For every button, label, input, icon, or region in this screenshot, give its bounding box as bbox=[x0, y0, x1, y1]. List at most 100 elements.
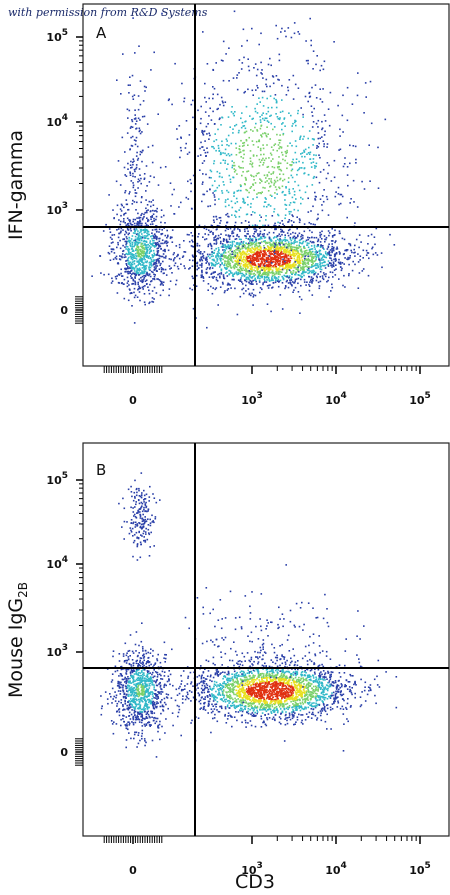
event-dot bbox=[333, 159, 336, 162]
event-dot bbox=[251, 163, 253, 166]
event-dot bbox=[139, 672, 142, 674]
event-dot bbox=[205, 271, 207, 274]
event-dot bbox=[134, 189, 136, 191]
event-dot bbox=[175, 245, 178, 247]
event-dot bbox=[284, 194, 287, 196]
event-dot bbox=[222, 244, 225, 247]
event-dot bbox=[131, 74, 134, 77]
event-dot bbox=[262, 77, 264, 79]
event-dot bbox=[136, 670, 138, 672]
event-dot bbox=[276, 37, 279, 40]
event-dot bbox=[269, 243, 271, 246]
event-dot bbox=[298, 274, 300, 276]
event-dot bbox=[326, 263, 329, 266]
event-dot bbox=[242, 198, 245, 201]
event-dot bbox=[257, 248, 260, 251]
event-dot bbox=[205, 268, 208, 271]
event-dot bbox=[355, 158, 357, 161]
event-dot bbox=[129, 706, 132, 708]
event-dot bbox=[154, 274, 156, 276]
event-dot bbox=[135, 673, 137, 675]
event-dot bbox=[262, 144, 264, 146]
event-dot bbox=[212, 277, 214, 279]
event-dot bbox=[271, 271, 274, 274]
event-dot bbox=[297, 109, 299, 112]
event-dot bbox=[344, 286, 346, 288]
event-dot bbox=[141, 222, 143, 225]
event-dot bbox=[251, 266, 254, 269]
event-dot bbox=[242, 197, 244, 200]
event-dot bbox=[221, 263, 223, 265]
event-dot bbox=[238, 228, 241, 231]
event-dot bbox=[130, 255, 132, 258]
event-dot bbox=[251, 118, 253, 120]
event-dot bbox=[112, 732, 115, 735]
event-dot bbox=[148, 245, 151, 247]
event-dot bbox=[224, 252, 227, 254]
event-dot bbox=[283, 249, 285, 252]
event-dot bbox=[248, 293, 251, 296]
event-dot bbox=[299, 249, 302, 251]
event-dot bbox=[144, 303, 146, 306]
event-dot bbox=[235, 257, 238, 260]
event-dot bbox=[176, 128, 178, 130]
event-dot bbox=[154, 662, 157, 664]
event-dot bbox=[155, 209, 157, 212]
event-dot bbox=[130, 270, 132, 272]
event-dot bbox=[365, 96, 367, 98]
event-dot bbox=[327, 245, 330, 248]
event-dot bbox=[147, 661, 150, 664]
event-dot bbox=[311, 250, 314, 253]
event-dot bbox=[297, 235, 299, 238]
event-dot bbox=[160, 267, 163, 269]
event-dot bbox=[213, 275, 215, 278]
event-dot bbox=[299, 219, 301, 221]
event-dot bbox=[306, 244, 309, 246]
event-dot bbox=[324, 251, 327, 253]
event-dot bbox=[278, 250, 280, 252]
event-dot bbox=[259, 270, 261, 272]
event-dot bbox=[294, 261, 297, 263]
event-dot bbox=[159, 237, 161, 240]
event-dot bbox=[135, 243, 137, 246]
event-dot bbox=[135, 155, 138, 157]
event-dot bbox=[241, 145, 244, 147]
event-dot bbox=[127, 117, 129, 119]
event-dot bbox=[230, 247, 232, 249]
event-dot bbox=[337, 193, 340, 195]
event-dot bbox=[118, 709, 120, 711]
event-dot bbox=[266, 267, 269, 269]
event-dot bbox=[228, 273, 231, 275]
event-dot bbox=[328, 296, 330, 298]
event-dot bbox=[341, 262, 344, 264]
event-dot bbox=[284, 260, 286, 263]
event-dot bbox=[229, 270, 232, 272]
event-dot bbox=[299, 261, 301, 263]
event-dot bbox=[330, 180, 333, 182]
event-dot bbox=[244, 220, 247, 222]
event-dot bbox=[310, 248, 313, 250]
event-dot bbox=[202, 276, 204, 278]
event-dot bbox=[312, 223, 315, 226]
event-dot bbox=[281, 308, 284, 310]
event-dot bbox=[129, 228, 132, 230]
event-dot bbox=[226, 221, 228, 224]
event-dot bbox=[126, 681, 128, 683]
event-dot bbox=[125, 224, 127, 227]
event-dot bbox=[253, 275, 255, 277]
event-dot bbox=[255, 280, 257, 283]
event-dot bbox=[302, 161, 304, 164]
event-dot bbox=[198, 233, 200, 235]
event-dot bbox=[278, 59, 281, 62]
event-dot bbox=[211, 253, 213, 256]
event-dot bbox=[129, 222, 132, 225]
event-dot bbox=[159, 166, 162, 169]
event-dot bbox=[255, 74, 258, 77]
event-dot bbox=[219, 276, 221, 279]
event-dot bbox=[139, 119, 141, 121]
event-dot bbox=[254, 211, 256, 214]
event-dot bbox=[289, 202, 292, 204]
event-dot bbox=[346, 86, 349, 89]
event-dot bbox=[292, 291, 294, 293]
event-dot bbox=[292, 236, 294, 239]
